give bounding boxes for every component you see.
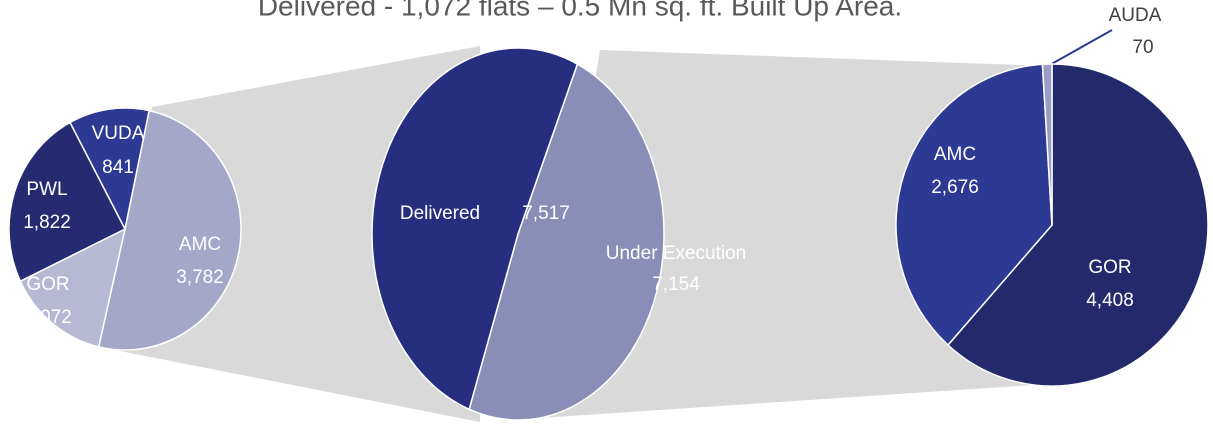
pie-slice	[895, 63, 1053, 347]
pie-slice	[468, 62, 665, 421]
value-label: 2,676	[931, 177, 979, 198]
pie-slice	[69, 107, 151, 232]
chart-title: Delivered - 1,072 flats – 0.5 Mn sq. ft.…	[258, 0, 902, 21]
slice-label: AUDA	[1109, 5, 1162, 26]
pie-slice	[1041, 63, 1053, 226]
slice-label: GOR	[1088, 257, 1131, 278]
slice-label: GOR	[26, 274, 69, 295]
pie-slice	[19, 227, 127, 348]
pie-slice	[8, 121, 127, 283]
value-label: 7,154	[652, 274, 700, 295]
leader-line	[1047, 29, 1113, 67]
slice-label: Delivered	[400, 203, 480, 224]
pie-slice	[97, 109, 242, 351]
pie-slice	[371, 47, 579, 411]
slice-label: VUDA	[92, 123, 145, 144]
slice-label: AMC	[179, 234, 221, 255]
value-label: 3,782	[176, 267, 224, 288]
slice-label: Under Execution	[606, 243, 746, 264]
value-label: 7,517	[522, 203, 570, 224]
value-label: 4,408	[1086, 290, 1134, 311]
value-label: 1,072	[24, 307, 72, 328]
value-label: 841	[102, 157, 134, 178]
value-label: 1,822	[23, 212, 71, 233]
pie-slice	[946, 63, 1209, 387]
slice-label: AMC	[934, 144, 976, 165]
value-label: 70	[1132, 37, 1153, 58]
slice-label: PWL	[26, 179, 67, 200]
